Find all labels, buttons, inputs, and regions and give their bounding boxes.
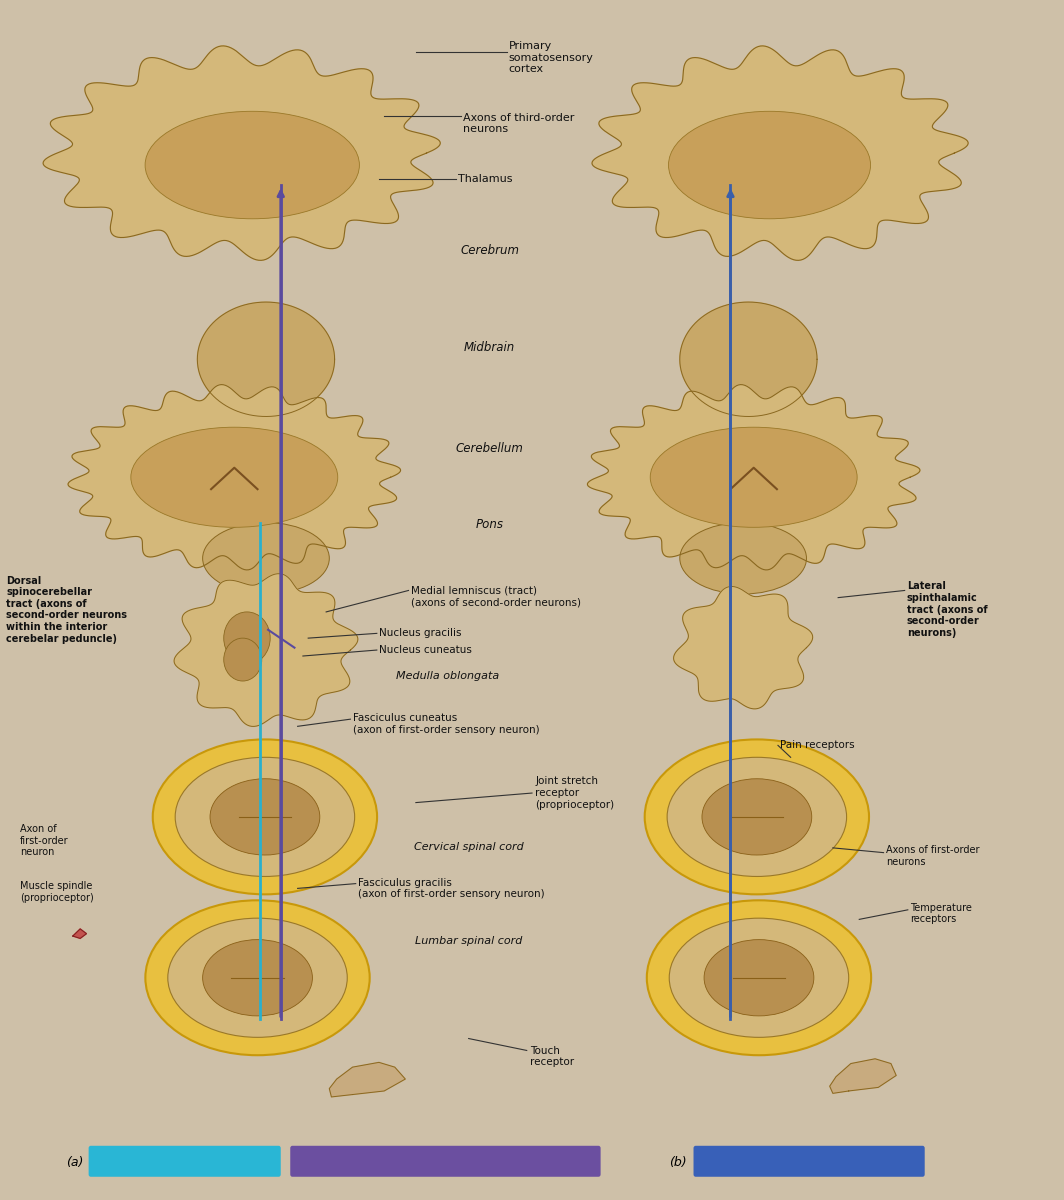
Text: Thalamus: Thalamus <box>459 174 513 185</box>
Ellipse shape <box>223 638 262 682</box>
Polygon shape <box>68 384 401 570</box>
Text: Nucleus gracilis: Nucleus gracilis <box>379 629 462 638</box>
Polygon shape <box>330 1062 405 1097</box>
Text: Dorsal
spinocerebellar
tract (axons of
second-order neurons
within the interior
: Dorsal spinocerebellar tract (axons of s… <box>6 576 128 643</box>
Ellipse shape <box>210 779 320 856</box>
Ellipse shape <box>667 757 847 876</box>
Ellipse shape <box>202 940 313 1016</box>
Polygon shape <box>174 574 358 726</box>
Text: Fasciculus cuneatus
(axon of first-order sensory neuron): Fasciculus cuneatus (axon of first-order… <box>352 713 539 734</box>
Text: Medial lemniscus (tract)
(axons of second-order neurons): Medial lemniscus (tract) (axons of secon… <box>411 586 581 607</box>
Text: Cerebellum: Cerebellum <box>455 442 523 455</box>
Polygon shape <box>680 302 817 416</box>
Polygon shape <box>587 384 920 570</box>
Text: (b): (b) <box>669 1156 686 1169</box>
Text: Midbrain: Midbrain <box>464 341 515 354</box>
Text: Temperature
receptors: Temperature receptors <box>910 902 971 924</box>
Polygon shape <box>72 929 86 938</box>
Ellipse shape <box>645 739 869 894</box>
Polygon shape <box>830 1058 896 1093</box>
Text: Axons of third-order
neurons: Axons of third-order neurons <box>464 113 575 134</box>
Polygon shape <box>43 46 440 260</box>
Ellipse shape <box>223 612 270 665</box>
Text: Lumbar spinal cord: Lumbar spinal cord <box>415 936 522 946</box>
Polygon shape <box>197 302 334 416</box>
FancyBboxPatch shape <box>290 1146 600 1177</box>
FancyBboxPatch shape <box>694 1146 925 1177</box>
Ellipse shape <box>704 940 814 1016</box>
Ellipse shape <box>680 522 807 594</box>
Polygon shape <box>674 587 813 709</box>
Text: Medulla oblongata: Medulla oblongata <box>396 671 499 682</box>
Text: Fasciculus gracilis
(axon of first-order sensory neuron): Fasciculus gracilis (axon of first-order… <box>358 877 545 899</box>
Ellipse shape <box>650 427 858 527</box>
Text: (a): (a) <box>66 1156 84 1169</box>
Ellipse shape <box>202 522 330 594</box>
Text: Dorsal column-medial lemniscal pathway: Dorsal column-medial lemniscal pathway <box>325 1157 566 1166</box>
Text: Spinothalamic pathway: Spinothalamic pathway <box>741 1157 878 1166</box>
Text: Lateral
spinthalamic
tract (axons of
second-order
neurons): Lateral spinthalamic tract (axons of sec… <box>907 581 987 637</box>
FancyBboxPatch shape <box>88 1146 281 1177</box>
Polygon shape <box>592 46 968 260</box>
Text: Pons: Pons <box>476 518 503 532</box>
Ellipse shape <box>168 918 347 1037</box>
Ellipse shape <box>146 900 369 1055</box>
Ellipse shape <box>647 900 871 1055</box>
Text: Pain receptors: Pain receptors <box>780 740 854 750</box>
Text: Joint stretch
receptor
(proprioceptor): Joint stretch receptor (proprioceptor) <box>535 776 614 810</box>
Text: Axon of
first-order
neuron: Axon of first-order neuron <box>20 824 68 857</box>
Ellipse shape <box>669 918 849 1037</box>
Text: Cervical spinal cord: Cervical spinal cord <box>414 841 523 852</box>
Text: Touch
receptor: Touch receptor <box>530 1045 573 1067</box>
Text: Muscle spindle
(proprioceptor): Muscle spindle (proprioceptor) <box>20 881 94 902</box>
Text: Primary
somatosensory
cortex: Primary somatosensory cortex <box>509 41 594 74</box>
Text: Spinocerebellar pathway: Spinocerebellar pathway <box>112 1157 259 1166</box>
Text: Nucleus cuneatus: Nucleus cuneatus <box>379 646 471 655</box>
Ellipse shape <box>176 757 354 876</box>
Ellipse shape <box>702 779 812 856</box>
Ellipse shape <box>145 112 360 218</box>
Text: Cerebrum: Cerebrum <box>461 245 519 257</box>
Ellipse shape <box>668 112 870 218</box>
Ellipse shape <box>131 427 337 527</box>
Text: Axons of first-order
neurons: Axons of first-order neurons <box>885 846 979 868</box>
Ellipse shape <box>153 739 377 894</box>
